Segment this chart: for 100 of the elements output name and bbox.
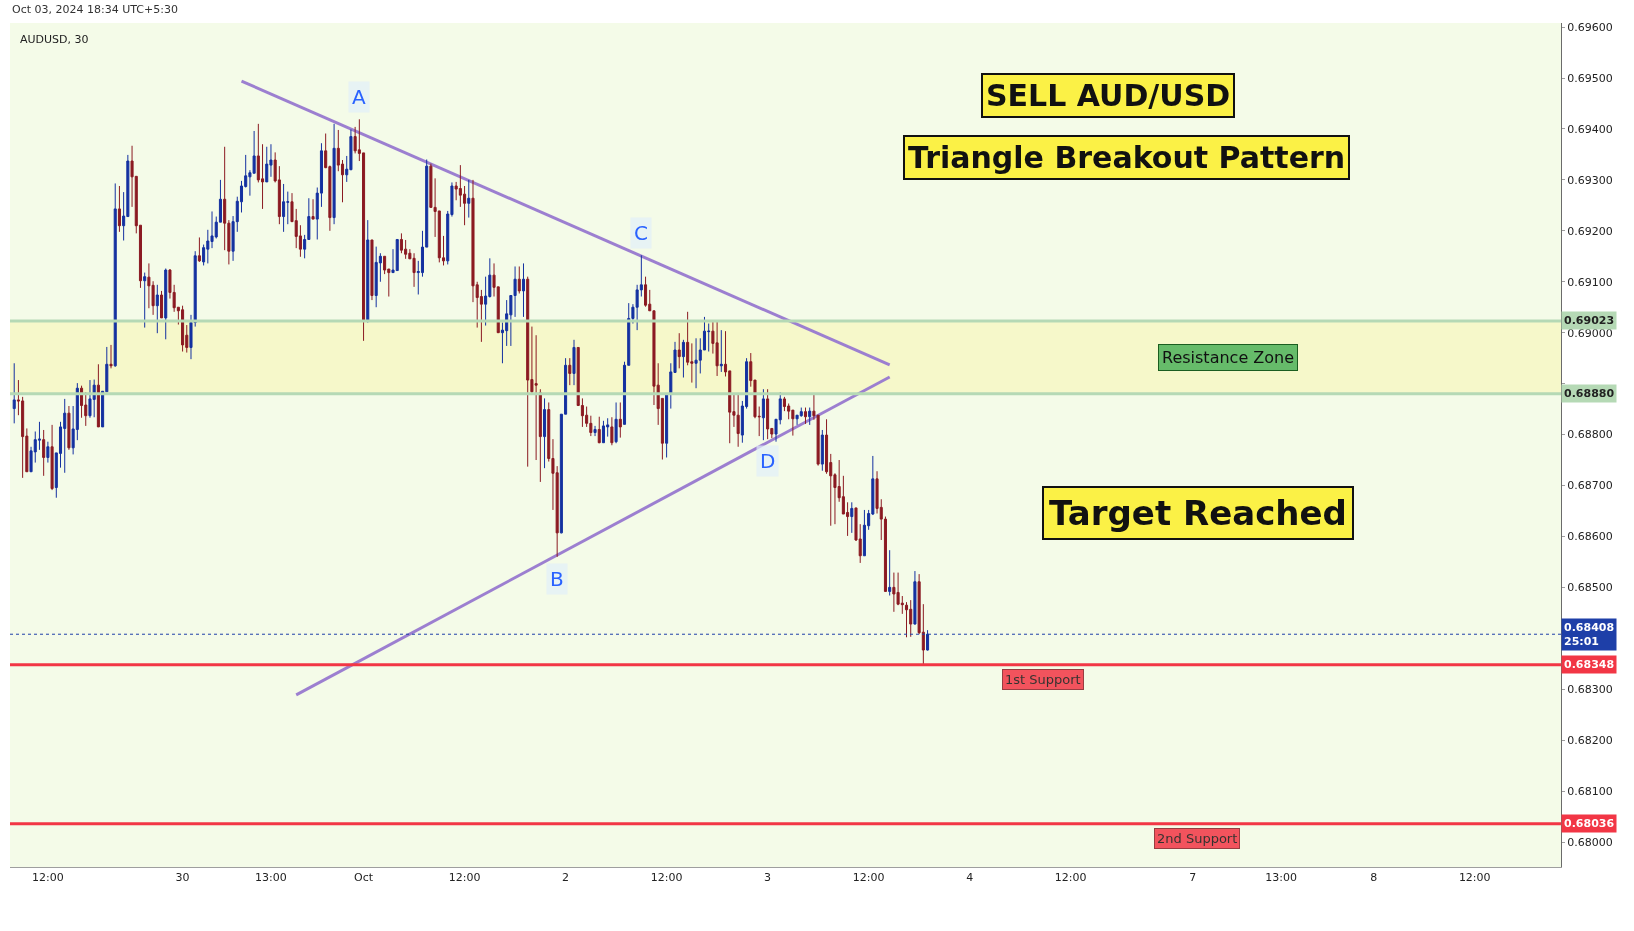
candlestick	[265, 146, 269, 183]
candlestick	[46, 441, 50, 464]
candlestick	[517, 265, 521, 294]
candlestick	[374, 246, 378, 308]
text: Oct 03, 2024 18:34 UTC+5:30	[12, 3, 178, 16]
candlestick	[96, 363, 100, 428]
y-tick-label: 0.68500	[1567, 581, 1613, 595]
candlestick	[766, 388, 770, 440]
y-tick-label: 0.69200	[1567, 224, 1613, 238]
candlestick	[568, 357, 572, 386]
y-tick-label: 0.69600	[1567, 20, 1613, 34]
candlestick	[143, 272, 147, 329]
candlestick	[63, 398, 67, 474]
candlestick	[719, 329, 723, 373]
candlestick	[197, 236, 201, 263]
annotation: 1st Support	[1005, 672, 1081, 687]
y-tick-label: 0.68000	[1567, 835, 1613, 849]
candlestick	[164, 268, 168, 340]
candlestick	[803, 407, 808, 425]
text: Triangle Breakout Pattern	[908, 140, 1346, 175]
y-tick-label: 0.68200	[1567, 734, 1613, 748]
candlestick	[665, 393, 669, 458]
candlestick	[614, 401, 618, 444]
x-tick-label: 12:00	[448, 871, 481, 885]
band-label: Resistance Zone	[1162, 348, 1295, 367]
candlestick	[597, 416, 601, 444]
candlestick	[892, 572, 896, 613]
candlestick	[159, 290, 164, 319]
ref-line-label: 0.68408 25:01	[1564, 621, 1615, 649]
candlestick	[618, 401, 622, 439]
x-tick-label: 13:00	[1265, 871, 1297, 885]
annotation: D	[760, 449, 776, 473]
candlestick	[593, 425, 597, 437]
candlestick	[332, 123, 336, 225]
ref-line-label: 0.68880	[1564, 387, 1615, 400]
candlestick	[681, 339, 685, 379]
y-tick-label: 0.69300	[1567, 173, 1613, 187]
annotation: AUDUSD, 30	[20, 33, 89, 46]
candlestick	[694, 337, 698, 389]
x-tick-label: 30	[175, 871, 190, 885]
candlestick	[467, 179, 471, 219]
x-tick-label: 13:00	[255, 871, 287, 885]
ref-line-label: 0.69023	[1564, 314, 1615, 327]
candlestick	[311, 198, 315, 220]
candlestick	[888, 549, 892, 597]
x-tick-label: Oct	[354, 871, 374, 885]
candlestick	[12, 362, 16, 424]
candlestick	[677, 332, 681, 369]
candlestick	[538, 388, 542, 483]
candlestick	[644, 276, 648, 308]
annotation: C	[634, 221, 648, 245]
x-tick-label: 7	[1189, 871, 1197, 885]
candlestick	[412, 252, 416, 288]
text: SELL AUD/USD	[986, 78, 1231, 113]
candlestick	[395, 238, 399, 272]
candlestick	[282, 183, 286, 233]
y-tick-label: 0.69400	[1567, 122, 1613, 136]
ref-line-label: 0.68348	[1564, 658, 1615, 671]
annotation: Target Reached	[1049, 493, 1347, 533]
x-tick-label: 2	[562, 871, 570, 885]
x-tick-label: 12:00	[650, 871, 683, 885]
candlestick	[88, 379, 92, 419]
candlestick	[808, 407, 812, 426]
candlestick	[572, 339, 576, 386]
x-tick-label: 12:00	[1458, 871, 1491, 885]
candlestick	[909, 599, 913, 638]
y-tick-label: 0.69500	[1567, 71, 1613, 85]
candlestick	[904, 601, 909, 638]
candlestick	[155, 284, 159, 334]
x-tick-label: 12:00	[32, 871, 64, 885]
x-tick-label: 3	[764, 871, 772, 885]
candlestick	[926, 629, 930, 652]
candlestick	[850, 501, 854, 534]
candlestick	[109, 344, 113, 369]
y-tick-label: 0.68700	[1567, 479, 1613, 493]
x-tick-label: 8	[1370, 871, 1378, 885]
annotation: B	[550, 567, 564, 591]
candlestick	[913, 570, 917, 626]
y-tick-label: 0.69100	[1567, 275, 1613, 289]
annotation: A	[352, 85, 366, 109]
candlestick	[50, 424, 54, 491]
candlestick	[543, 397, 547, 469]
y-tick-label: 0.68600	[1567, 530, 1613, 544]
candlestick	[761, 388, 765, 441]
y-tick-label: 0.68100	[1567, 784, 1613, 798]
candlestick	[370, 239, 374, 301]
candlestick	[366, 219, 370, 323]
candlestick	[862, 509, 866, 557]
candlestick	[42, 429, 46, 477]
candlestick	[521, 262, 526, 318]
candlestick	[181, 305, 185, 353]
candlestick	[601, 420, 605, 444]
x-tick-label: 4	[966, 871, 974, 885]
ref-line-label: 0.68036	[1564, 817, 1615, 830]
y-tick-label: 0.68800	[1567, 428, 1613, 442]
candlestick	[117, 185, 121, 233]
candlestick	[715, 320, 719, 377]
candlestick	[67, 405, 71, 451]
annotation: 2nd Support	[1157, 831, 1238, 846]
candlestick	[736, 392, 740, 448]
